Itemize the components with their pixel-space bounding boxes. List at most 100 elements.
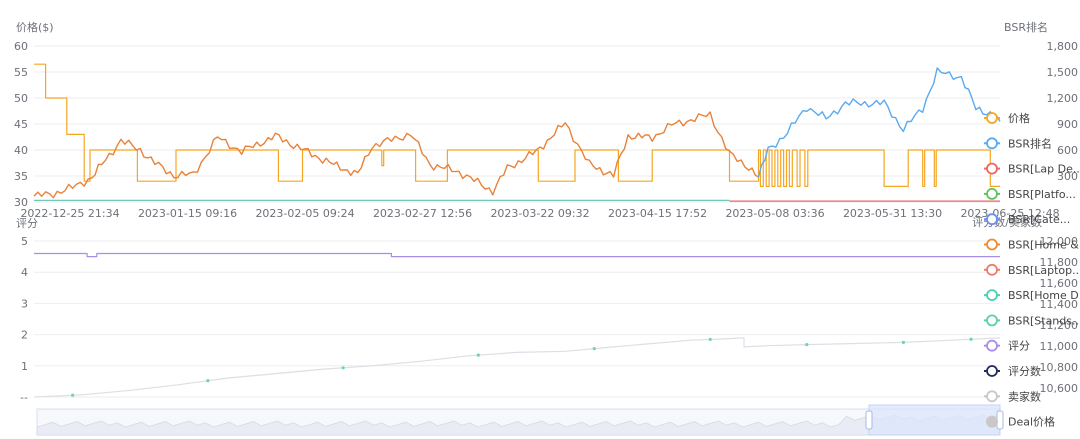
bottom-y-left-tick-label: 1 [21, 360, 28, 373]
legend-label: BSR[Cate... [1008, 213, 1070, 226]
bottom-y-left-tick-label: 3 [21, 297, 28, 310]
legend-item-bsr-cate[interactable]: BSR[Cate... [984, 213, 1070, 226]
zoom-slider-right-handle[interactable] [996, 410, 1004, 430]
zoom-slider-preview [36, 414, 1000, 436]
top-y-right-tick-label: 1,500 [1047, 66, 1079, 79]
top-y-right-tick-label: 900 [1057, 118, 1078, 131]
bottom-y-right-tick-label: 11,600 [1040, 277, 1079, 290]
top-x-tick-label: 2022-12-25 21:34 [20, 207, 119, 220]
legend-circle-icon [986, 238, 998, 251]
legend-circle-icon [986, 112, 998, 124]
rating-count-point [969, 337, 973, 341]
zoom-slider[interactable] [36, 404, 1004, 436]
zoom-slider-left-handle[interactable] [865, 410, 873, 430]
top-y-right-tick-label: 600 [1057, 144, 1078, 157]
legend-label: 卖家数 [1008, 389, 1041, 403]
legend-circle-icon [986, 137, 998, 150]
legend-item-bsr-rank[interactable]: BSR排名 [984, 136, 1052, 150]
legend-label: BSR排名 [1008, 136, 1052, 150]
legend: 价格 BSR排名 BSR[Lap De... BSR[Platfo... BSR[Cat… [984, 111, 1080, 429]
bottom-left-axis-title: 评分 [16, 217, 38, 230]
bottom-y-right-tick-label: 10,800 [1040, 361, 1079, 374]
legend-label: Deal价格 [1008, 415, 1055, 429]
top-x-tick-label: 2023-04-15 17:52 [608, 207, 707, 220]
bottom-y-right-tick-label: 11,000 [1040, 340, 1079, 353]
legend-label: BSR[Home &... [1008, 239, 1080, 252]
bottom-y-left-tick-label: 4 [21, 266, 28, 279]
top-y-left-tick-label: 40 [14, 144, 28, 157]
top-y-left-tick-label: 55 [14, 66, 28, 79]
rating-line [34, 252, 1000, 258]
legend-label: 评分数 [1008, 365, 1041, 378]
legend-label: BSR[Stands... [1008, 314, 1080, 327]
price-line [34, 63, 1000, 187]
bottom-y-left-tick-label: -- [20, 391, 28, 404]
legend-label: BSR[Home D... [1008, 289, 1080, 302]
top-y-left-tick-label: 60 [14, 40, 28, 53]
top-x-tick-label: 2023-06-25 12:48 [960, 207, 1059, 220]
bottom-y-right-tick-label: 11,800 [1040, 256, 1079, 269]
legend-label: BSR[Platfo... [1008, 188, 1076, 201]
top-y-right-tick-label: 1,200 [1047, 92, 1079, 105]
bottom-y-right-tick-label: 10,600 [1040, 382, 1079, 395]
rating-count-point [71, 393, 75, 397]
top-x-tick-label: 2023-02-05 09:24 [255, 207, 354, 220]
rating-count-point [341, 366, 345, 370]
top-x-tick-label: 2023-02-27 12:56 [373, 207, 472, 220]
legend-item-price[interactable]: 价格 [984, 111, 1030, 125]
grid-layer [34, 45, 1000, 398]
legend-item-seller-count[interactable]: 卖家数 [984, 389, 1041, 403]
legend-item-bsr-lap-de[interactable]: BSR[Lap De... [984, 163, 1080, 176]
bottom-y-right-tick-label: 11,200 [1040, 319, 1079, 332]
legend-item-rating[interactable]: 评分 [984, 340, 1030, 353]
top-x-tick-label: 2023-01-15 09:16 [138, 207, 237, 220]
legend-circle-icon [986, 263, 998, 276]
legend-label: BSR[Lap De... [1008, 163, 1080, 176]
legend-item-rating-count[interactable]: 评分数 [984, 365, 1041, 378]
legend-item-deal-price[interactable]: Deal价格 [986, 415, 1055, 429]
legend-circle-icon [986, 314, 998, 327]
legend-item-bsr-platform[interactable]: BSR[Platfo... [984, 188, 1076, 201]
top-x-tick-label: 2023-05-08 03:36 [725, 207, 824, 220]
rating-count-line [33, 337, 1001, 398]
zoom-slider-selection[interactable] [868, 404, 1001, 436]
rating-count-point [805, 343, 809, 347]
rating-count-point [592, 347, 596, 351]
top-y-left-tick-label: 30 [14, 196, 28, 209]
bottom-y-right-tick-label: 12,000 [1040, 235, 1079, 248]
rating-count-point [708, 337, 712, 342]
bottom-y-left-tick-label: 2 [21, 329, 28, 342]
bsr-home-and-line [33, 111, 759, 199]
rating-count-point [476, 353, 480, 357]
top-y-right-tick-label: 1,800 [1047, 40, 1079, 53]
legend-circle-icon [986, 365, 998, 377]
legend-circle-icon [986, 390, 998, 403]
legend-circle-icon [986, 339, 998, 352]
top-x-tick-label: 2023-05-31 13:30 [843, 207, 942, 220]
top-y-left-tick-label: 50 [14, 92, 28, 105]
bsr-rank-line [757, 67, 1001, 178]
legend-circle-icon [986, 213, 998, 226]
legend-item-bsr-home-d[interactable]: BSR[Home D... [984, 289, 1080, 302]
top-y-left-tick-label: 35 [14, 170, 28, 183]
legend-item-bsr-home-and[interactable]: BSR[Home &... [984, 239, 1080, 252]
series-layer [33, 63, 1001, 398]
rating-count-point [206, 379, 210, 383]
bottom-y-right-tick-label: 11,400 [1040, 298, 1079, 311]
top-y-right-tick-label: 300 [1057, 170, 1078, 183]
tick-label-layer: 605550454035301,8001,5001,20090060030020… [14, 40, 1078, 404]
bottom-y-left-tick-label: 5 [21, 235, 28, 248]
top-y-left-tick-label: 45 [14, 118, 28, 131]
legend-label: 价格 [1008, 111, 1030, 125]
legend-label: 评分 [1008, 340, 1030, 353]
legend-item-bsr-stands[interactable]: BSR[Stands... [984, 314, 1080, 327]
legend-circle-icon [986, 289, 998, 302]
legend-label: BSR[Laptop... [1008, 264, 1080, 277]
rating-count-point [901, 340, 906, 344]
legend-dot-icon [986, 415, 998, 428]
top-right-axis-title: BSR排名 [1004, 20, 1048, 34]
legend-item-bsr-laptop[interactable]: BSR[Laptop... [984, 264, 1080, 277]
legend-circle-icon [986, 162, 998, 175]
